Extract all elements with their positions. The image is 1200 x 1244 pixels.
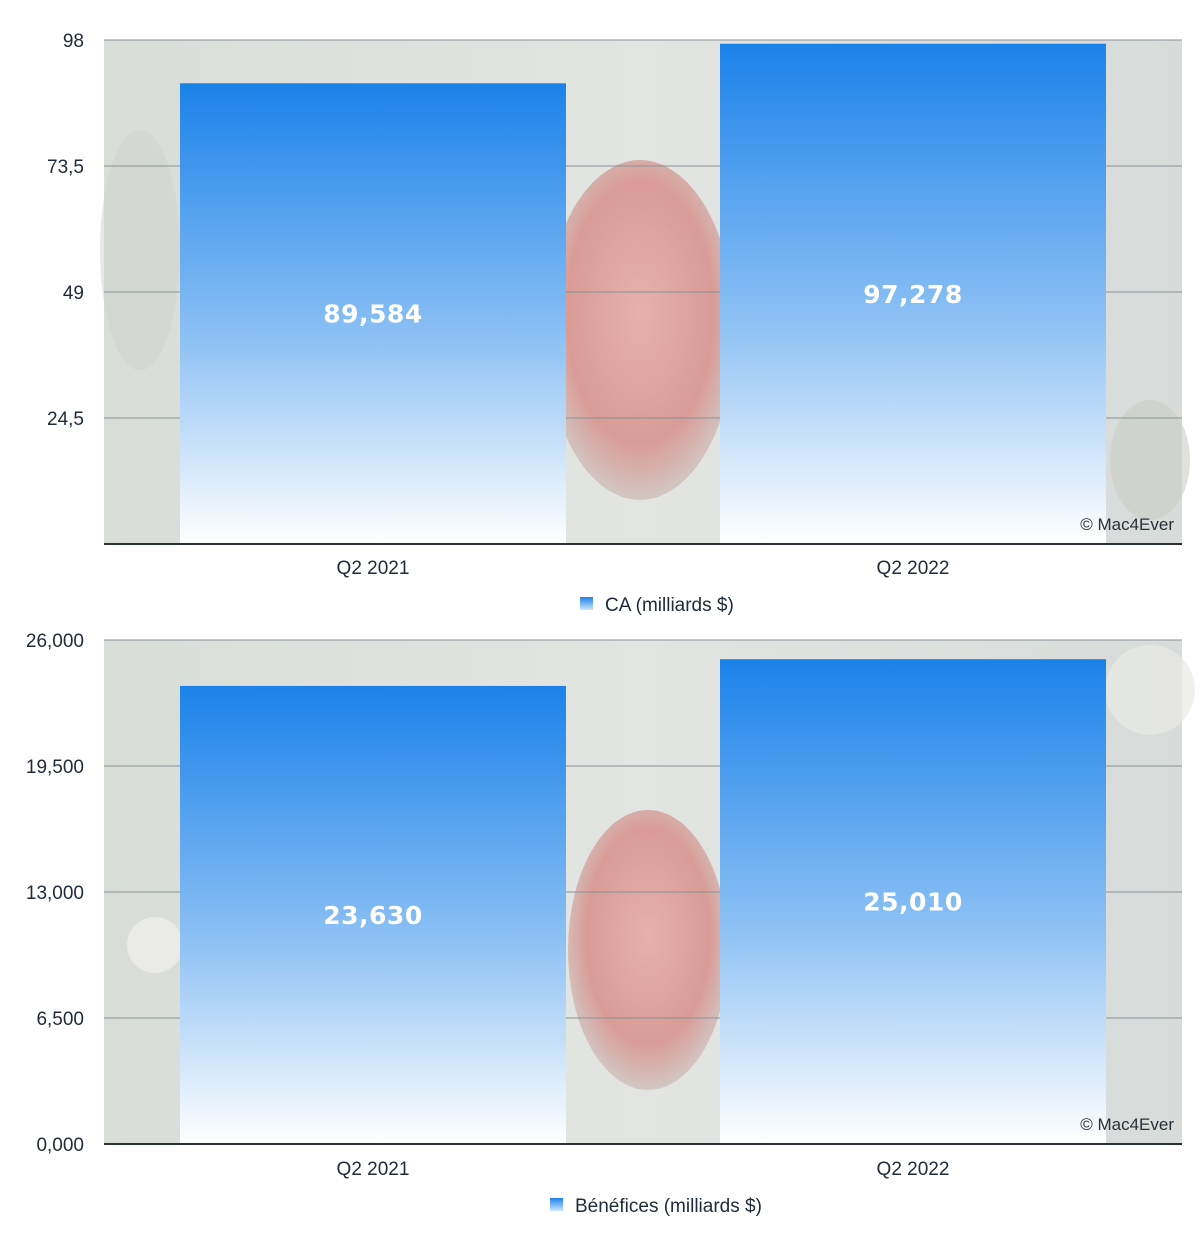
x-tick-label: Q2 2021	[337, 1159, 410, 1180]
y-tick-label: 98	[63, 31, 84, 52]
bar	[180, 685, 566, 1144]
chart-profit: 26,000 19,500 13,000 6,500 0,000 23,630 25,01…	[26, 631, 1195, 1217]
bar-value-label: 89,584	[323, 300, 422, 329]
x-axis-ticks: Q2 2021 Q2 2022	[337, 1159, 950, 1180]
x-axis-ticks: Q2 2021 Q2 2022	[337, 558, 950, 579]
chart-revenue: 98 73,5 49 24,5 89,584 97,278 Q2 2021 Q2 2022…	[47, 31, 1190, 616]
daisy-image	[127, 917, 183, 973]
watermark: © Mac4Ever	[1080, 515, 1174, 534]
legend-swatch	[550, 1198, 563, 1211]
y-axis-ticks: 26,000 19,500 13,000 6,500 0,000	[26, 631, 84, 1156]
x-tick-label: Q2 2021	[337, 558, 410, 579]
legend: Bénéfices (milliards $)	[550, 1196, 762, 1217]
bar-value-label: 23,630	[323, 901, 422, 930]
y-tick-label: 13,000	[26, 883, 84, 904]
x-tick-label: Q2 2022	[877, 1159, 950, 1180]
legend-label: CA (milliards $)	[605, 595, 734, 616]
apple-image	[545, 160, 735, 500]
watermark: © Mac4Ever	[1080, 1115, 1174, 1134]
bar-value-label: 25,010	[863, 888, 962, 917]
y-tick-label: 6,500	[36, 1009, 84, 1030]
bar-value-label: 97,278	[863, 280, 962, 309]
apple-image	[568, 810, 728, 1090]
y-axis-ticks: 98 73,5 49 24,5	[47, 31, 84, 430]
bar	[180, 83, 566, 544]
y-tick-label: 49	[63, 283, 84, 304]
bars: 89,584 97,278	[180, 43, 1106, 545]
y-tick-label: 0,000	[36, 1135, 84, 1156]
bars: 23,630 25,010	[180, 659, 1106, 1144]
x-tick-label: Q2 2022	[877, 558, 950, 579]
legend-swatch	[580, 597, 593, 610]
bar	[720, 43, 1106, 545]
legend-label: Bénéfices (milliards $)	[575, 1196, 762, 1217]
y-tick-label: 73,5	[47, 157, 84, 178]
bar	[720, 659, 1106, 1144]
y-tick-label: 19,500	[26, 757, 84, 778]
legend: CA (milliards $)	[580, 595, 734, 616]
y-tick-label: 24,5	[47, 409, 84, 430]
y-tick-label: 26,000	[26, 631, 84, 652]
